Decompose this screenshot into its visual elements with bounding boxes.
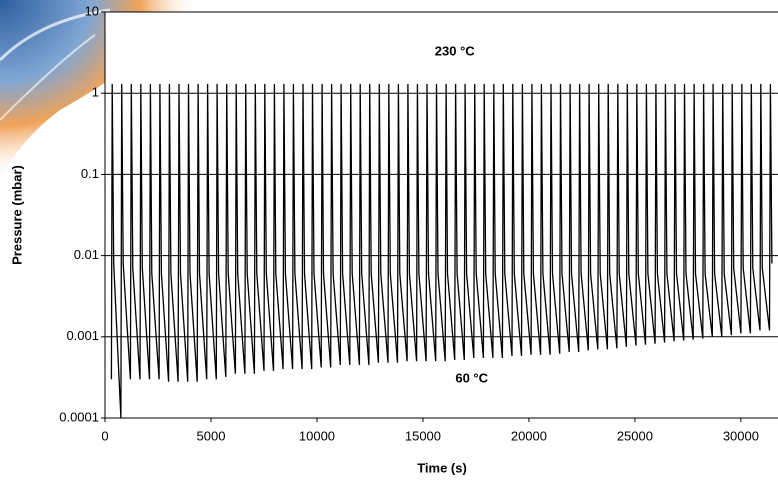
data-line — [110, 83, 773, 419]
x-tick-label: 15000 — [405, 428, 441, 443]
y-tick-label: 0.0001 — [59, 409, 99, 424]
y-tick-label: 10 — [85, 3, 99, 18]
annotation: 60 °C — [455, 371, 488, 386]
plot-area — [105, 12, 778, 418]
y-tick-label: 1 — [92, 85, 99, 100]
x-tick-label: 20000 — [511, 428, 547, 443]
x-axis-label: Time (s) — [417, 460, 467, 475]
x-tick-label: 30000 — [723, 428, 759, 443]
x-tick-label: 25000 — [617, 428, 653, 443]
annotation: 230 °C — [435, 44, 476, 59]
background-decoration — [0, 8, 111, 62]
x-tick-label: 10000 — [299, 428, 335, 443]
y-tick-label: 0.1 — [81, 166, 99, 181]
y-tick-label: 0.001 — [66, 328, 99, 343]
background-decoration — [0, 34, 96, 121]
y-axis-label: Pressure (mbar) — [9, 165, 24, 265]
y-tick-label: 0.01 — [74, 247, 99, 262]
x-tick-label: 0 — [101, 428, 108, 443]
x-tick-label: 5000 — [197, 428, 226, 443]
